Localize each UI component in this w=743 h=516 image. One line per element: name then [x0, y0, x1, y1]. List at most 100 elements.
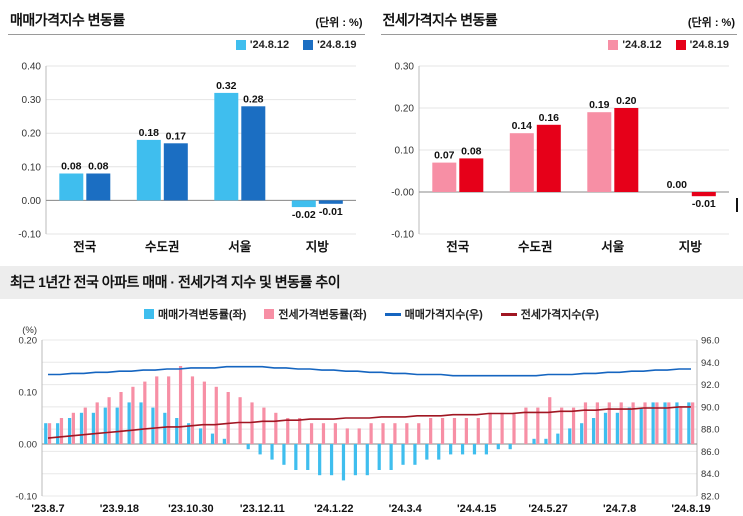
svg-text:94.0: 94.0	[701, 358, 720, 369]
svg-text:'24.8.19: '24.8.19	[671, 503, 710, 515]
svg-text:0.40: 0.40	[22, 62, 42, 73]
legend-item-sales-index: 매매가격지수(우)	[384, 306, 483, 322]
svg-text:0.20: 0.20	[616, 95, 637, 107]
svg-text:0.30: 0.30	[22, 95, 42, 106]
legend-item-jeonse-index: 전세가격지수(우)	[500, 306, 599, 322]
svg-text:-0.10: -0.10	[391, 230, 414, 241]
svg-text:'24.7.8: '24.7.8	[603, 503, 636, 515]
legend-item-sales-0819: '24.8.19	[303, 39, 357, 51]
divider	[380, 34, 737, 35]
series-label: 전세가격변동률(좌)	[278, 309, 367, 321]
jeonse-panel-header: 전세가격지수 변동률 (단위 : %)	[381, 8, 738, 33]
svg-text:96.0: 96.0	[701, 336, 720, 347]
svg-text:0.00: 0.00	[22, 196, 42, 207]
svg-text:0.20: 0.20	[19, 336, 38, 347]
series-swatch	[264, 309, 275, 319]
svg-text:'23.9.18: '23.9.18	[100, 503, 139, 515]
series-swatch	[303, 40, 314, 50]
top-charts-row: 매매가격지수 변동률 (단위 : %) '24.8.12 '24.8.19 0.…	[8, 8, 738, 258]
text-cursor-artifact	[736, 198, 738, 212]
sales-panel-header: 매매가격지수 변동률 (단위 : %)	[8, 8, 365, 33]
svg-text:0.00: 0.00	[19, 440, 38, 451]
series-swatch	[675, 40, 686, 50]
svg-text:0.18: 0.18	[139, 127, 160, 139]
svg-text:'24.4.15: '24.4.15	[457, 503, 496, 515]
svg-text:0.16: 0.16	[538, 112, 559, 124]
series-line-swatch	[384, 312, 401, 316]
svg-text:-0.00: -0.00	[391, 188, 414, 199]
svg-text:전국: 전국	[73, 239, 97, 254]
svg-text:0.20: 0.20	[22, 129, 42, 140]
svg-text:서울: 서울	[228, 239, 252, 254]
svg-text:82.0: 82.0	[701, 492, 720, 503]
svg-text:88.0: 88.0	[701, 425, 720, 436]
svg-text:-0.02: -0.02	[292, 209, 316, 221]
divider	[8, 34, 365, 35]
svg-text:-0.10: -0.10	[15, 492, 37, 503]
sales-change-panel: 매매가격지수 변동률 (단위 : %) '24.8.12 '24.8.19 0.…	[8, 8, 365, 258]
svg-text:지방: 지방	[678, 239, 702, 254]
svg-text:0.28: 0.28	[243, 93, 264, 105]
series-label: 전세가격지수(우)	[520, 309, 599, 321]
svg-text:92.0: 92.0	[701, 380, 720, 391]
legend-item-jeonse-change: 전세가격변동률(좌)	[264, 306, 367, 322]
svg-text:0.10: 0.10	[19, 388, 38, 399]
svg-text:'24.3.4: '24.3.4	[389, 503, 423, 515]
svg-text:0.08: 0.08	[461, 145, 482, 157]
svg-text:'24.1.22: '24.1.22	[314, 503, 353, 515]
sales-chart-legend: '24.8.12 '24.8.19	[8, 37, 365, 52]
svg-text:'23.10.30: '23.10.30	[168, 503, 213, 515]
jeonse-chart-legend: '24.8.12 '24.8.19	[381, 37, 738, 52]
svg-text:90.0: 90.0	[701, 402, 720, 413]
trend-legend: 매매가격변동률(좌) 전세가격변동률(좌) 매매가격지수(우) 전세가격지수(우…	[0, 299, 743, 322]
svg-text:84.0: 84.0	[701, 469, 720, 480]
svg-text:0.08: 0.08	[61, 161, 82, 173]
series-label: 매매가격지수(우)	[404, 309, 483, 321]
svg-text:'24.5.27: '24.5.27	[528, 503, 567, 515]
svg-text:-0.01: -0.01	[691, 198, 715, 210]
svg-text:서울: 서울	[601, 239, 625, 254]
jeonse-chart-title: 전세가격지수 변동률	[382, 12, 498, 28]
legend-item-jeonse-0819: '24.8.19	[675, 39, 729, 51]
sales-unit-label: (단위 : %)	[315, 17, 363, 29]
series-swatch	[144, 309, 155, 319]
svg-text:-0.10: -0.10	[18, 230, 41, 241]
svg-text:'23.8.7: '23.8.7	[31, 503, 64, 515]
series-label: '24.8.19	[689, 39, 729, 51]
series-label: 매매가격변동률(좌)	[158, 309, 247, 321]
svg-text:0.30: 0.30	[394, 62, 414, 73]
trend-title: 최근 1년간 전국 아파트 매매 · 전세가격 지수 및 변동률 추이	[10, 274, 341, 290]
svg-text:'23.12.11: '23.12.11	[240, 503, 285, 515]
svg-text:0.10: 0.10	[22, 162, 42, 173]
svg-text:지방: 지방	[306, 239, 330, 254]
svg-text:0.19: 0.19	[589, 99, 610, 111]
series-label: '24.8.12	[622, 39, 662, 51]
jeonse-unit-label: (단위 : %)	[687, 17, 735, 29]
svg-text:수도권: 수도권	[517, 240, 552, 254]
svg-text:수도권: 수도권	[145, 240, 180, 254]
svg-text:86.0: 86.0	[701, 447, 720, 458]
jeonse-change-panel: 전세가격지수 변동률 (단위 : %) '24.8.12 '24.8.19 0.…	[380, 8, 738, 258]
svg-text:0.08: 0.08	[88, 161, 109, 173]
svg-text:0.07: 0.07	[434, 150, 455, 162]
svg-text:0.10: 0.10	[394, 146, 414, 157]
trend-title-strip: 최근 1년간 전국 아파트 매매 · 전세가격 지수 및 변동률 추이	[0, 266, 743, 299]
jeonse-bar-chart: 0.30 0.20 0.10 -0.00 -0.10 전국 0.07 0.08 수도권 0.14 0…	[391, 62, 729, 254]
trend-section: 최근 1년간 전국 아파트 매매 · 전세가격 지수 및 변동률 추이 매매가격…	[0, 266, 743, 516]
svg-text:0.17: 0.17	[166, 130, 187, 142]
legend-item-sales-0812: '24.8.12	[235, 39, 290, 51]
svg-text:0.14: 0.14	[511, 120, 532, 132]
sales-chart-title: 매매가격지수 변동률	[10, 12, 125, 28]
svg-text:전국: 전국	[446, 239, 470, 254]
series-line-swatch	[500, 312, 517, 316]
svg-text:(%): (%)	[22, 325, 37, 336]
series-label: '24.8.19	[317, 39, 357, 51]
legend-item-sales-change: 매매가격변동률(좌)	[144, 306, 246, 322]
trend-combo-chart: 96.0 94.0 92.0 90.0 88.0 86.0 84.0 82.0 0.20 0.10…	[15, 325, 720, 515]
series-label: '24.8.12	[249, 39, 290, 51]
svg-text:0.32: 0.32	[216, 80, 237, 92]
svg-text:0.00: 0.00	[666, 179, 687, 191]
svg-text:0.20: 0.20	[394, 104, 414, 115]
svg-text:-0.01: -0.01	[319, 206, 343, 218]
